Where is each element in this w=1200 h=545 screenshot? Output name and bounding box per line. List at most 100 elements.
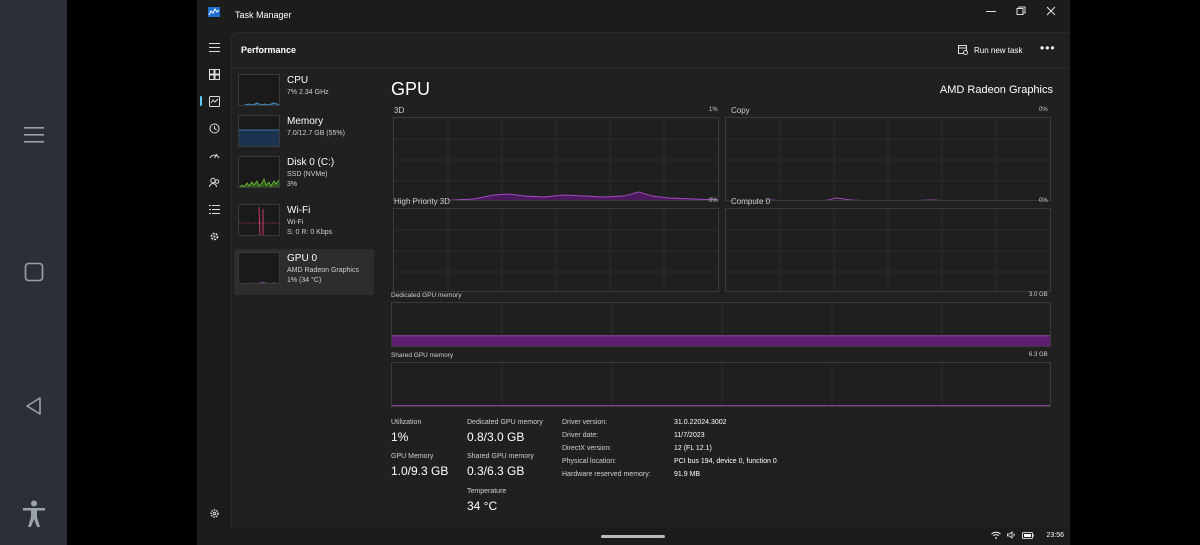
nav-settings[interactable] <box>205 504 223 522</box>
services-icon <box>210 232 218 240</box>
minimize-icon <box>986 11 996 12</box>
page-header: Performance Run new task ••• <box>232 33 1070 68</box>
graph-3d <box>393 117 719 201</box>
graph-3d-max: 1% <box>709 107 718 113</box>
dedicated-stat-value: 0.8/3.0 GB <box>467 430 525 444</box>
resource-gpu[interactable]: GPU 0 AMD Radeon Graphics 1% (34 °C) <box>234 249 374 295</box>
resource-cpu[interactable]: CPU 7% 2.34 GHz <box>234 71 374 117</box>
detail-title: GPU <box>391 79 431 99</box>
history-icon <box>209 123 219 133</box>
run-task-icon <box>958 45 968 55</box>
hamburger-menu-button[interactable] <box>205 38 223 56</box>
graph-3d-label: 3D <box>394 106 405 115</box>
restore-button[interactable] <box>1005 2 1037 20</box>
dedicated-memory-max: 3.0 GB <box>1029 292 1048 298</box>
back-button[interactable] <box>0 396 67 416</box>
more-options-button[interactable]: ••• <box>1040 41 1056 55</box>
resource-detail: SSD (NVMe) <box>287 171 328 178</box>
resource-memory[interactable]: Memory 7.0/12.7 GB (55%) <box>234 112 374 158</box>
letterbox-right <box>1070 0 1200 545</box>
graph-hp3d-label: High Priority 3D <box>394 197 451 206</box>
shared-memory-max: 6.3 GB <box>1029 352 1048 358</box>
info-key: DirectX version: <box>562 445 612 452</box>
nav-processes[interactable] <box>205 65 223 83</box>
home-button[interactable] <box>0 262 67 282</box>
utilization-value: 1% <box>391 430 409 444</box>
resource-name: CPU <box>287 75 309 86</box>
accessibility-icon <box>22 500 45 527</box>
task-manager-window: Task Manager <box>197 0 1070 545</box>
clock[interactable]: 23:56 <box>1046 531 1064 539</box>
cpu-thumbnail <box>238 74 280 106</box>
dedicated-memory-label: Dedicated GPU memory <box>391 292 462 299</box>
info-value: 91.9 MB <box>674 471 701 478</box>
nav-app-history[interactable] <box>205 119 223 137</box>
window-title: Task Manager <box>235 10 292 20</box>
gear-icon <box>209 508 219 518</box>
task-manager-icon <box>208 7 220 17</box>
page-title: Performance <box>241 45 297 55</box>
info-key: Driver version: <box>562 419 608 426</box>
gpu-detail-panel: GPU AMD Radeon Graphics 3D 1% Copy 0% <box>389 69 1059 529</box>
nav-startup-apps[interactable] <box>205 146 223 164</box>
accessibility-button[interactable] <box>0 500 67 528</box>
taskbar: 23:56 <box>197 528 1070 545</box>
info-key: Physical location: <box>562 458 617 465</box>
users-icon <box>208 177 219 187</box>
content-panel: Performance Run new task ••• CPU 7% 2.34… <box>231 32 1070 528</box>
close-button[interactable] <box>1035 2 1067 20</box>
dedicated-memory-graph <box>391 302 1051 347</box>
nav-performance[interactable] <box>205 92 223 110</box>
processes-icon <box>208 68 220 80</box>
resource-detail: 7.0/12.7 GB (55%) <box>287 130 345 137</box>
close-icon <box>1046 6 1056 16</box>
run-new-task-button[interactable]: Run new task <box>958 42 1022 58</box>
nav-sidebar <box>197 32 231 532</box>
gpu-memory-label: GPU Memory <box>391 453 434 460</box>
info-value: 12 (FL 12.1) <box>674 445 712 452</box>
volume-icon[interactable] <box>1007 531 1016 539</box>
details-icon <box>208 205 220 214</box>
recents-button[interactable] <box>0 125 67 145</box>
resource-detail: AMD Radeon Graphics <box>287 267 359 274</box>
gesture-handle[interactable] <box>601 535 665 538</box>
resource-wifi[interactable]: Wi-Fi Wi-Fi S: 0 R: 0 Kbps <box>234 201 374 247</box>
graph-copy-max: 0% <box>1039 107 1048 113</box>
resource-name: Disk 0 (C:) <box>287 157 335 168</box>
resource-name: Wi-Fi <box>287 205 311 216</box>
nav-services[interactable] <box>205 227 223 245</box>
graph-compute-plot <box>726 209 1050 291</box>
temperature-label: Temperature <box>467 488 507 495</box>
letterbox-left <box>67 0 197 545</box>
resource-detail-2: 3% <box>287 181 298 188</box>
nav-details[interactable] <box>205 200 223 218</box>
dedicated-stat-label: Dedicated GPU memory <box>467 419 543 426</box>
resource-detail-2: 1% (34 °C) <box>287 277 322 284</box>
nav-users[interactable] <box>205 173 223 191</box>
gpu-thumbnail <box>238 252 280 284</box>
back-icon <box>25 397 41 415</box>
wifi-icon[interactable] <box>991 531 1002 539</box>
info-key: Hardware reserved memory: <box>562 471 651 478</box>
shared-stat-label: Shared GPU memory <box>467 453 534 460</box>
wifi-thumbnail <box>238 204 280 236</box>
memory-thumbnail <box>238 115 280 147</box>
resource-disk[interactable]: Disk 0 (C:) SSD (NVMe) 3% <box>234 153 374 199</box>
graph-copy-label: Copy <box>731 106 750 115</box>
utilization-label: Utilization <box>391 419 422 426</box>
temperature-value: 34 °C <box>467 499 498 513</box>
shared-memory-plot <box>392 363 1050 406</box>
minimize-button[interactable] <box>975 2 1007 20</box>
resource-detail: Wi-Fi <box>287 219 304 226</box>
resource-detail: 7% 2.34 GHz <box>287 89 329 96</box>
graph-compute-0 <box>725 208 1051 292</box>
graph-3d-plot <box>394 118 718 200</box>
shared-memory-graph <box>391 362 1051 407</box>
info-value: PCI bus 194, device 0, function 0 <box>674 458 777 465</box>
graph-high-priority-3d <box>393 208 719 292</box>
shared-stat-value: 0.3/6.3 GB <box>467 464 525 478</box>
graph-copy <box>725 117 1051 201</box>
battery-icon[interactable] <box>1022 531 1035 539</box>
resource-list: CPU 7% 2.34 GHz Memory 7.0/12.7 GB (55%)… <box>232 69 374 529</box>
active-indicator <box>200 96 202 106</box>
